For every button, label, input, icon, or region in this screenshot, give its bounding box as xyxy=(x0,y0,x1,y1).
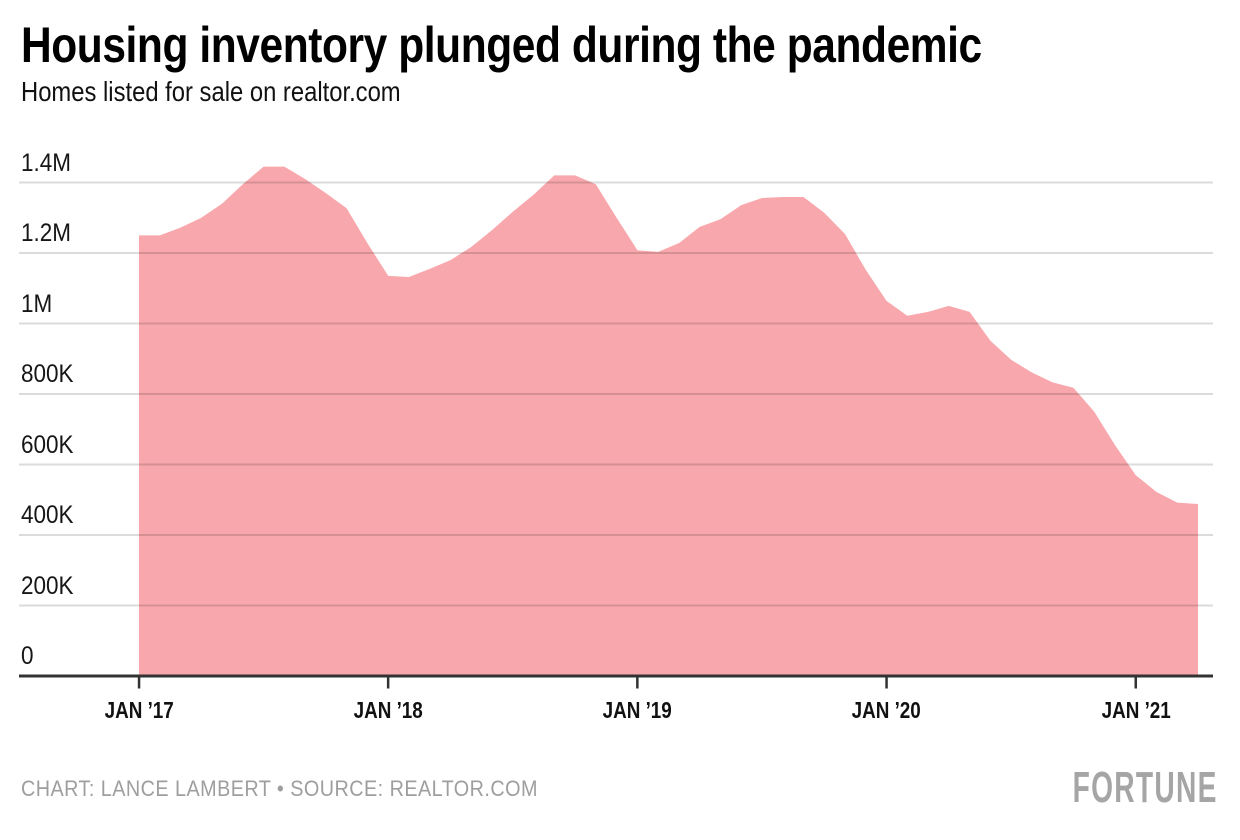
x-axis-label: JAN ’18 xyxy=(318,697,458,725)
x-axis-label: JAN ’20 xyxy=(817,697,957,725)
x-axis-label-text: JAN ’17 xyxy=(104,697,174,723)
fortune-logo: FORTUNE xyxy=(1072,763,1218,812)
y-axis-label: 0 xyxy=(21,642,34,670)
x-axis-label-text: JAN ’19 xyxy=(602,697,672,723)
x-axis-label-text: JAN ’18 xyxy=(353,697,423,723)
inventory-area-series xyxy=(139,166,1198,676)
y-axis-label: 1.2M xyxy=(21,219,72,247)
x-axis-label: JAN ’17 xyxy=(69,697,209,725)
y-axis-label: 400K xyxy=(21,501,74,529)
y-axis-label: 200K xyxy=(21,571,74,600)
y-axis-label: 1.4M xyxy=(21,148,72,177)
x-axis-label-text: JAN ’20 xyxy=(851,697,922,723)
x-axis-tick xyxy=(137,677,141,689)
y-axis-label: 1M xyxy=(21,289,53,318)
x-axis-label: JAN ’21 xyxy=(1066,697,1206,725)
chart-title: Housing inventory plunged during the pan… xyxy=(21,17,982,73)
x-axis-line xyxy=(19,674,1213,678)
credit-line: CHART: LANCE LAMBERT • SOURCE: REALTOR.C… xyxy=(21,776,538,801)
y-axis-label: 600K xyxy=(21,430,74,459)
x-axis-label-text: JAN ’21 xyxy=(1101,697,1171,723)
x-axis-tick xyxy=(1134,677,1137,689)
x-axis-tick xyxy=(636,677,639,689)
x-axis-label: JAN ’19 xyxy=(567,697,707,725)
x-axis-tick xyxy=(386,677,390,689)
y-axis-label: 800K xyxy=(21,360,74,388)
chart-subtitle: Homes listed for sale on realtor.com xyxy=(21,76,401,107)
x-axis-tick xyxy=(885,677,888,689)
